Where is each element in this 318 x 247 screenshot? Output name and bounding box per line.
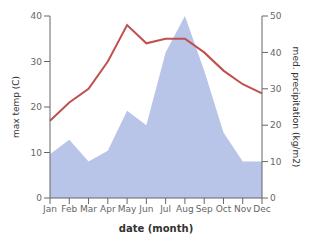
svg-text:Mar: Mar [80, 204, 97, 214]
svg-text:max temp (C): max temp (C) [11, 76, 21, 138]
svg-text:date (month): date (month) [119, 223, 193, 234]
svg-text:30: 30 [31, 57, 43, 67]
svg-text:10: 10 [31, 148, 43, 158]
svg-text:Nov: Nov [234, 204, 252, 214]
svg-text:Feb: Feb [61, 204, 77, 214]
svg-text:40: 40 [31, 11, 43, 21]
svg-text:Jan: Jan [42, 204, 57, 214]
svg-text:20: 20 [270, 120, 282, 130]
svg-text:Oct: Oct [216, 204, 232, 214]
svg-text:40: 40 [270, 48, 282, 58]
svg-text:50: 50 [270, 11, 282, 21]
svg-text:0: 0 [36, 193, 42, 203]
svg-text:20: 20 [31, 102, 43, 112]
svg-text:Sep: Sep [196, 204, 213, 214]
svg-text:0: 0 [270, 193, 276, 203]
svg-text:May: May [118, 204, 137, 214]
svg-text:10: 10 [270, 157, 282, 167]
svg-text:med. precipitation (kg/m2): med. precipitation (kg/m2) [291, 47, 301, 168]
svg-text:Apr: Apr [100, 204, 116, 214]
svg-text:Dec: Dec [253, 204, 270, 214]
svg-text:Jul: Jul [159, 204, 171, 214]
svg-text:30: 30 [270, 84, 282, 94]
svg-text:Jun: Jun [138, 204, 153, 214]
svg-text:Aug: Aug [176, 204, 194, 214]
